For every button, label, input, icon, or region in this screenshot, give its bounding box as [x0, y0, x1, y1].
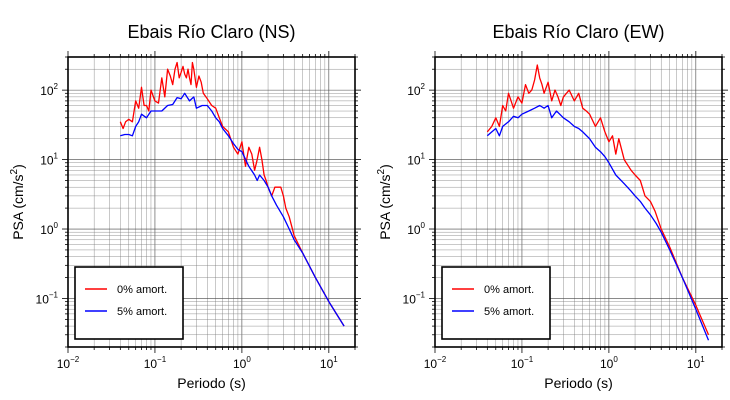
- y-tick-label: 101: [407, 152, 425, 168]
- y-tick-label: 101: [40, 152, 58, 168]
- y-tick-labels: 10−1 100 101 102: [36, 82, 59, 306]
- x-tick-label: 100: [600, 355, 618, 371]
- chart-title: Ebais Río Claro (EW): [492, 22, 664, 42]
- y-tick-label: 10−1: [36, 290, 59, 306]
- legend-label: 5% amort.: [484, 306, 534, 318]
- series-line-amort-5: [486, 104, 710, 341]
- chart-panel-ew: Ebais Río Claro (EW)10−2 10−1 100 10110−110…: [376, 22, 728, 391]
- y-axis-label: PSA (cm/s2): [9, 164, 26, 240]
- x-tick-label: 101: [320, 355, 338, 371]
- x-tick-label: 10−1: [144, 355, 167, 371]
- y-tick-labels: 10−1 100 101 102: [403, 82, 426, 306]
- x-tick-label: 101: [687, 355, 705, 371]
- legend-box: [441, 266, 551, 340]
- x-tick-labels: 10−2 10−1 100 101: [424, 355, 706, 371]
- x-tick-label: 10−2: [424, 355, 447, 371]
- legend-label: 5% amort.: [117, 306, 167, 318]
- legend: 0% amort. 5% amort.: [74, 266, 184, 340]
- x-tick-label: 10−2: [57, 355, 80, 371]
- y-tick-label: 100: [40, 221, 58, 237]
- plot-frame: [434, 56, 723, 348]
- plot-frame: [67, 56, 356, 348]
- y-tick-label: 102: [40, 82, 58, 98]
- chart-panel-ns: Ebais Río Claro (NS)10−2 10−1 100 10110−110…: [9, 22, 361, 391]
- legend-label: 0% amort.: [484, 284, 534, 296]
- x-tick-label: 10−1: [511, 355, 534, 371]
- y-tick-label: 10−1: [403, 290, 426, 306]
- x-axis-label: Periodo (s): [177, 375, 245, 391]
- series-line-amort-0: [119, 61, 345, 327]
- series-line-amort-0: [486, 64, 710, 336]
- x-axis-label: Periodo (s): [544, 375, 612, 391]
- y-tick-label: 100: [407, 221, 425, 237]
- legend-box: [74, 266, 184, 340]
- x-tick-label: 100: [233, 355, 251, 371]
- series-line-amort-5: [120, 92, 345, 327]
- series-lines: [119, 61, 345, 327]
- chart-title: Ebais Río Claro (NS): [127, 22, 295, 42]
- y-tick-label: 102: [407, 82, 425, 98]
- y-axis-label: PSA (cm/s2): [376, 164, 393, 240]
- series-lines: [486, 64, 710, 341]
- legend-label: 0% amort.: [117, 284, 167, 296]
- x-tick-labels: 10−2 10−1 100 101: [57, 355, 339, 371]
- legend: 0% amort. 5% amort.: [441, 266, 551, 340]
